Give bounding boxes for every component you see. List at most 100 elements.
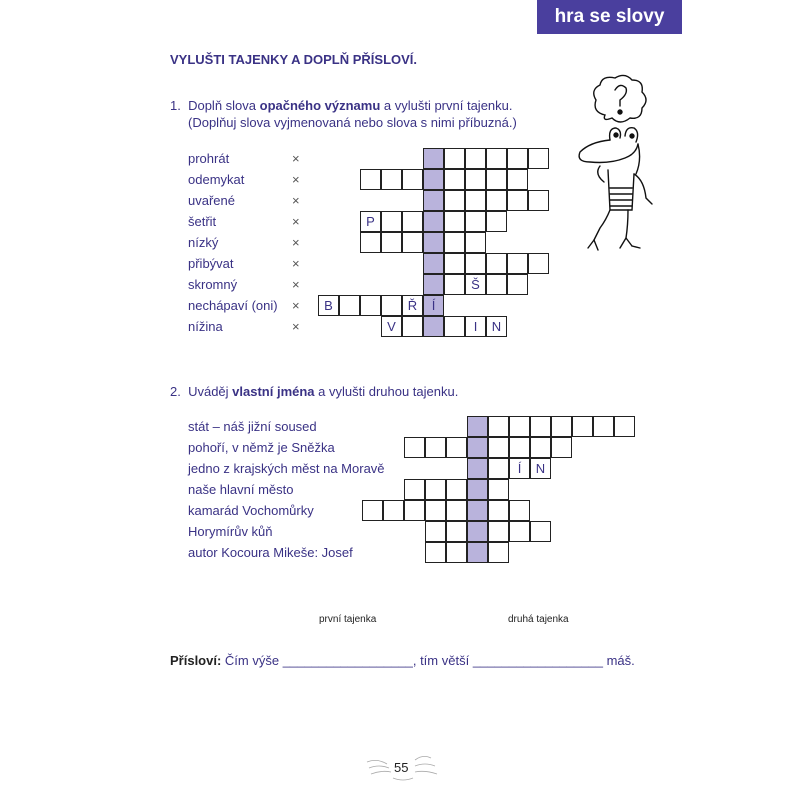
crossword-cell[interactable]: Ř [402,295,423,316]
crossword-cell[interactable]: I [465,316,486,337]
crossword-cell[interactable] [444,169,465,190]
crossword-cell[interactable] [465,253,486,274]
crossword-cell[interactable] [530,416,551,437]
crossword-cell[interactable] [486,148,507,169]
crossword-cell[interactable] [509,437,530,458]
crossword-cell[interactable] [425,479,446,500]
secret-cell[interactable] [467,542,488,563]
crossword-cell[interactable] [425,500,446,521]
crossword-cell[interactable] [465,211,486,232]
proverb-blank-2[interactable]: __________________ [472,653,603,668]
secret-cell[interactable] [423,253,444,274]
crossword-cell[interactable] [444,253,465,274]
secret-cell[interactable] [467,500,488,521]
crossword-cell[interactable] [593,416,614,437]
crossword-cell[interactable] [404,479,425,500]
crossword-cell[interactable] [402,169,423,190]
crossword-cell[interactable] [507,190,528,211]
crossword-cell[interactable] [509,416,530,437]
crossword-cell[interactable] [402,316,423,337]
crossword-cell[interactable] [360,169,381,190]
crossword-cell[interactable] [507,253,528,274]
secret-cell[interactable] [467,437,488,458]
crossword-cell[interactable] [486,253,507,274]
secret-cell[interactable] [467,521,488,542]
crossword-cell[interactable]: V [381,316,402,337]
secret-cell[interactable] [467,416,488,437]
crossword-cell[interactable] [486,169,507,190]
crossword-cell[interactable] [404,437,425,458]
crossword-cell[interactable] [486,274,507,295]
crossword-cell[interactable] [362,500,383,521]
secret-cell[interactable] [423,232,444,253]
crossword-cell[interactable] [488,542,509,563]
crossword-cell[interactable] [444,190,465,211]
crossword-cell[interactable] [488,416,509,437]
crossword-cell[interactable]: Š [465,274,486,295]
secret-cell[interactable]: Í [423,295,444,316]
crossword-cell[interactable] [444,316,465,337]
crossword-cell[interactable] [486,190,507,211]
crossword-cell[interactable] [614,416,635,437]
crossword-cell[interactable] [444,232,465,253]
crossword-cell[interactable] [381,169,402,190]
crossword-cell[interactable] [509,521,530,542]
crossword-cell[interactable] [402,232,423,253]
crossword-cell[interactable] [486,211,507,232]
crossword-cell[interactable] [507,274,528,295]
crossword-cell[interactable] [465,148,486,169]
crossword-cell[interactable] [444,211,465,232]
crossword-cell[interactable]: B [318,295,339,316]
crossword-cell[interactable] [488,437,509,458]
crossword-cell[interactable] [444,148,465,169]
crossword-cell[interactable] [530,437,551,458]
crossword-cell[interactable] [339,295,360,316]
crossword-cell[interactable] [507,148,528,169]
proverb-blank-1[interactable]: __________________ [282,653,413,668]
secret-cell[interactable] [423,148,444,169]
crossword-cell[interactable] [446,479,467,500]
crossword-cell[interactable] [425,521,446,542]
crossword-cell[interactable] [402,211,423,232]
crossword-cell[interactable] [425,437,446,458]
crossword-cell[interactable] [381,211,402,232]
secret-cell[interactable] [423,190,444,211]
crossword-cell[interactable] [572,416,593,437]
crossword-cell[interactable] [446,500,467,521]
crossword-cell[interactable] [446,542,467,563]
crossword-cell[interactable] [360,295,381,316]
crossword-cell[interactable] [465,232,486,253]
crossword-cell[interactable] [465,169,486,190]
crossword-cell[interactable] [381,295,402,316]
crossword-cell[interactable] [528,148,549,169]
crossword-cell[interactable] [509,500,530,521]
crossword-cell[interactable] [488,458,509,479]
crossword-cell[interactable] [528,190,549,211]
crossword-cell[interactable] [528,253,549,274]
crossword-cell[interactable] [488,479,509,500]
secret-cell[interactable] [467,458,488,479]
crossword-cell[interactable] [404,500,425,521]
crossword-cell[interactable]: N [530,458,551,479]
crossword-cell[interactable] [488,521,509,542]
crossword-cell[interactable] [360,232,381,253]
crossword-cell[interactable] [465,190,486,211]
crossword-cell[interactable]: P [360,211,381,232]
secret-cell[interactable] [423,169,444,190]
secret-cell[interactable] [423,274,444,295]
secret-cell[interactable] [423,211,444,232]
crossword-cell[interactable] [381,232,402,253]
crossword-cell[interactable] [444,274,465,295]
crossword-cell[interactable] [446,521,467,542]
crossword-cell[interactable]: Í [509,458,530,479]
crossword-cell[interactable] [425,542,446,563]
crossword-cell[interactable] [488,500,509,521]
secret-cell[interactable] [467,479,488,500]
secret-cell[interactable] [423,316,444,337]
crossword-cell[interactable] [530,521,551,542]
crossword-cell[interactable] [551,437,572,458]
crossword-cell[interactable]: N [486,316,507,337]
crossword-cell[interactable] [507,169,528,190]
crossword-cell[interactable] [551,416,572,437]
crossword-cell[interactable] [383,500,404,521]
